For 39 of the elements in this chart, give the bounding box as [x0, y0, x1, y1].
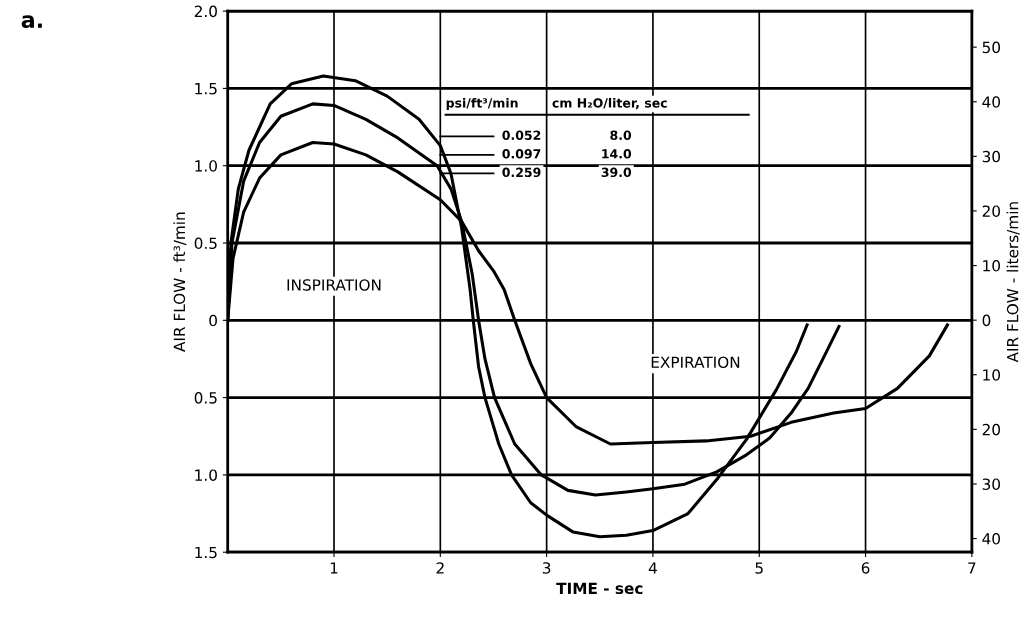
y2-tick-label: 10 [983, 260, 1001, 272]
y-tick-label: 2.0 [194, 5, 217, 18]
y-tick-label: 0 [209, 314, 217, 327]
y2-tick-label: 20 [982, 423, 1001, 436]
text: a. [21, 15, 42, 29]
x-tick-label: 1 [330, 562, 338, 574]
y2-tick-label: 30 [982, 150, 1001, 163]
legend-label: 0.259 [502, 167, 541, 178]
annotation: 39.0 [601, 167, 632, 178]
y2-tick-label: 0 [982, 314, 991, 327]
y2-tick-label: 20 [982, 205, 1001, 217]
y2-tick-label: 30 [982, 478, 1001, 490]
y2-tick-label: 50 [982, 41, 1001, 54]
legend-label: 0.052 [502, 130, 541, 140]
x-tick-label: 5 [755, 562, 763, 574]
y-tick-label: 0.5 [194, 237, 217, 250]
y2-tick-label: 40 [982, 96, 1001, 108]
x-axis-title: TIME - sec [556, 582, 643, 595]
y2-axis-title: AIR FLOW - liters/min [1006, 202, 1020, 363]
x-tick-label: 4 [648, 562, 657, 574]
y2-tick-label: 40 [982, 533, 1001, 545]
annotation: EXPIRATION [651, 356, 740, 369]
legend-label: 0.097 [502, 149, 541, 159]
y-tick-label: 1.5 [195, 546, 217, 559]
y-tick-label: 1.0 [195, 160, 217, 172]
y2-tick-label: 10 [983, 369, 1001, 381]
x-tick-label: 2 [436, 562, 444, 574]
y-tick-label: 0.5 [194, 392, 217, 404]
y-axis-title: AIR FLOW - ft³/min [173, 212, 187, 352]
annotation: cm H₂O/liter, sec [552, 97, 667, 110]
annotation: 8.0 [610, 130, 632, 140]
x-tick-label: 7 [968, 562, 976, 574]
y-tick-label: 1.0 [195, 469, 217, 481]
x-tick-label: 3 [542, 562, 551, 574]
annotation: INSPIRATION [287, 279, 381, 291]
y-tick-label: 1.5 [195, 83, 217, 95]
annotation: 14.0 [602, 149, 632, 159]
x-tick-label: 6 [861, 562, 870, 574]
annotation: psi/ft³/min [446, 97, 518, 111]
